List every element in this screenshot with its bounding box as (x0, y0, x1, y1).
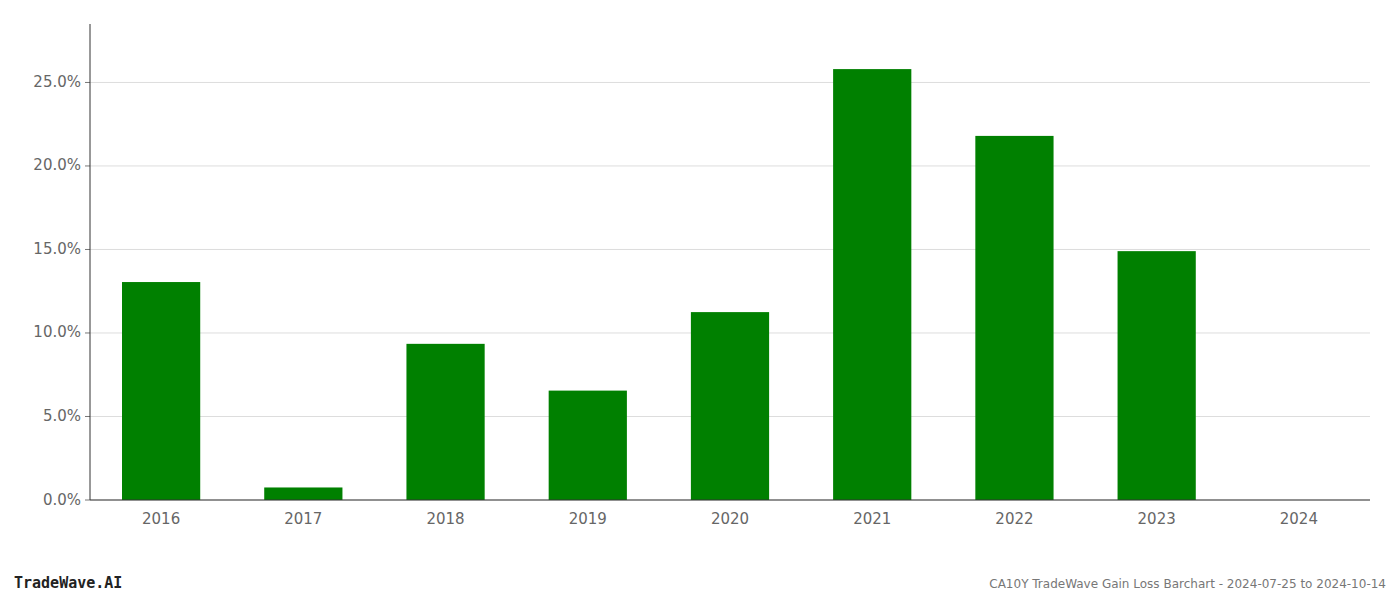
x-tick-label: 2021 (853, 510, 891, 528)
bar (264, 487, 342, 500)
y-tick (85, 416, 90, 417)
grid (90, 82, 1370, 500)
grid-line (90, 500, 1370, 501)
bar (406, 344, 484, 500)
bar (122, 282, 200, 500)
bar (691, 312, 769, 500)
x-axis: 2016 2017 2018 2019 2020 2021 2022 2023 2024 (142, 510, 1318, 528)
x-tick-label: 2019 (569, 510, 607, 528)
bar (1118, 251, 1196, 500)
x-tick-label: 2018 (426, 510, 464, 528)
y-tick (85, 332, 90, 333)
y-tick-label: 0.0% (43, 491, 81, 509)
x-tick-label: 2023 (1138, 510, 1176, 528)
bars (122, 69, 1196, 500)
chart: 0.0% 5.0% 10.0% 15.0% 20.0% 25.0% 2016 2017 2018… (0, 0, 1400, 600)
x-tick-label: 2022 (995, 510, 1033, 528)
bar (975, 136, 1053, 500)
y-axis: 0.0% 5.0% 10.0% 15.0% 20.0% 25.0% (33, 24, 90, 509)
x-tick-label: 2016 (142, 510, 180, 528)
y-tick-label: 10.0% (33, 323, 81, 341)
y-axis-line (90, 24, 91, 500)
x-tick-label: 2024 (1280, 510, 1318, 528)
bar (549, 391, 627, 500)
x-tick-label: 2017 (284, 510, 322, 528)
y-tick (85, 249, 90, 250)
x-axis-line (90, 500, 1370, 501)
y-tick (85, 82, 90, 83)
x-tick-label: 2020 (711, 510, 749, 528)
watermark: TradeWave.AI (14, 574, 122, 592)
y-tick-label: 25.0% (33, 73, 81, 91)
y-tick (85, 500, 90, 501)
grid-line (90, 249, 1370, 250)
y-tick-label: 5.0% (43, 407, 81, 425)
grid-line (90, 165, 1370, 166)
bar (833, 69, 911, 500)
y-tick-label: 15.0% (33, 240, 81, 258)
y-tick (85, 165, 90, 166)
title: CA10Y TradeWave Gain Loss Barchart - 202… (989, 577, 1386, 591)
grid-line (90, 82, 1370, 83)
y-tick-label: 20.0% (33, 156, 81, 174)
